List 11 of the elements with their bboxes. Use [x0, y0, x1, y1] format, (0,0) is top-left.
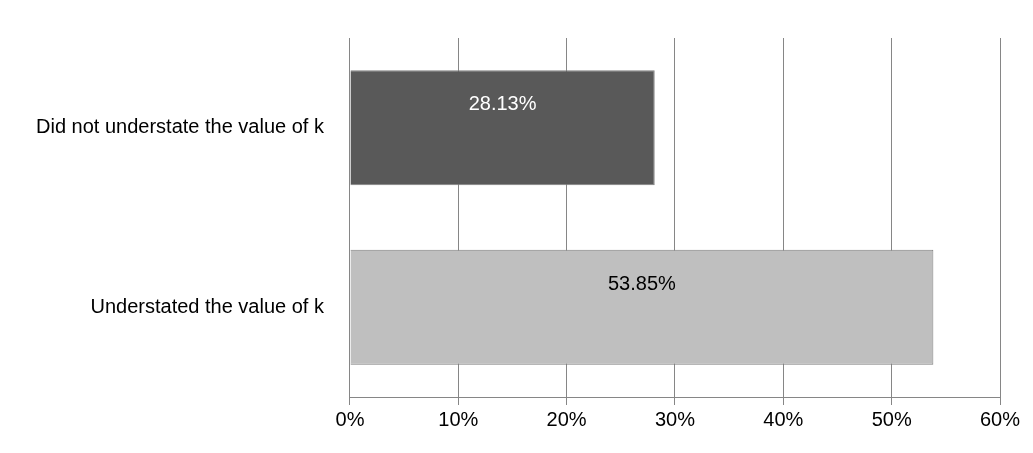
x-tick-label: 0% [335, 407, 365, 430]
y-tick-label: Understated the value of k [90, 294, 325, 317]
x-tick-label: 60% [979, 407, 1021, 430]
x-tick-label: 10% [438, 407, 479, 430]
data-label: 28.13% [468, 92, 537, 115]
x-tick-label: 20% [546, 407, 587, 430]
x-tick-label: 30% [654, 407, 696, 430]
y-tick-label: Did not understate the value of k [35, 115, 325, 138]
x-tick-label: 40% [763, 407, 804, 430]
data-label: 53.85% [607, 271, 677, 294]
x-tick-label: 50% [871, 407, 912, 430]
